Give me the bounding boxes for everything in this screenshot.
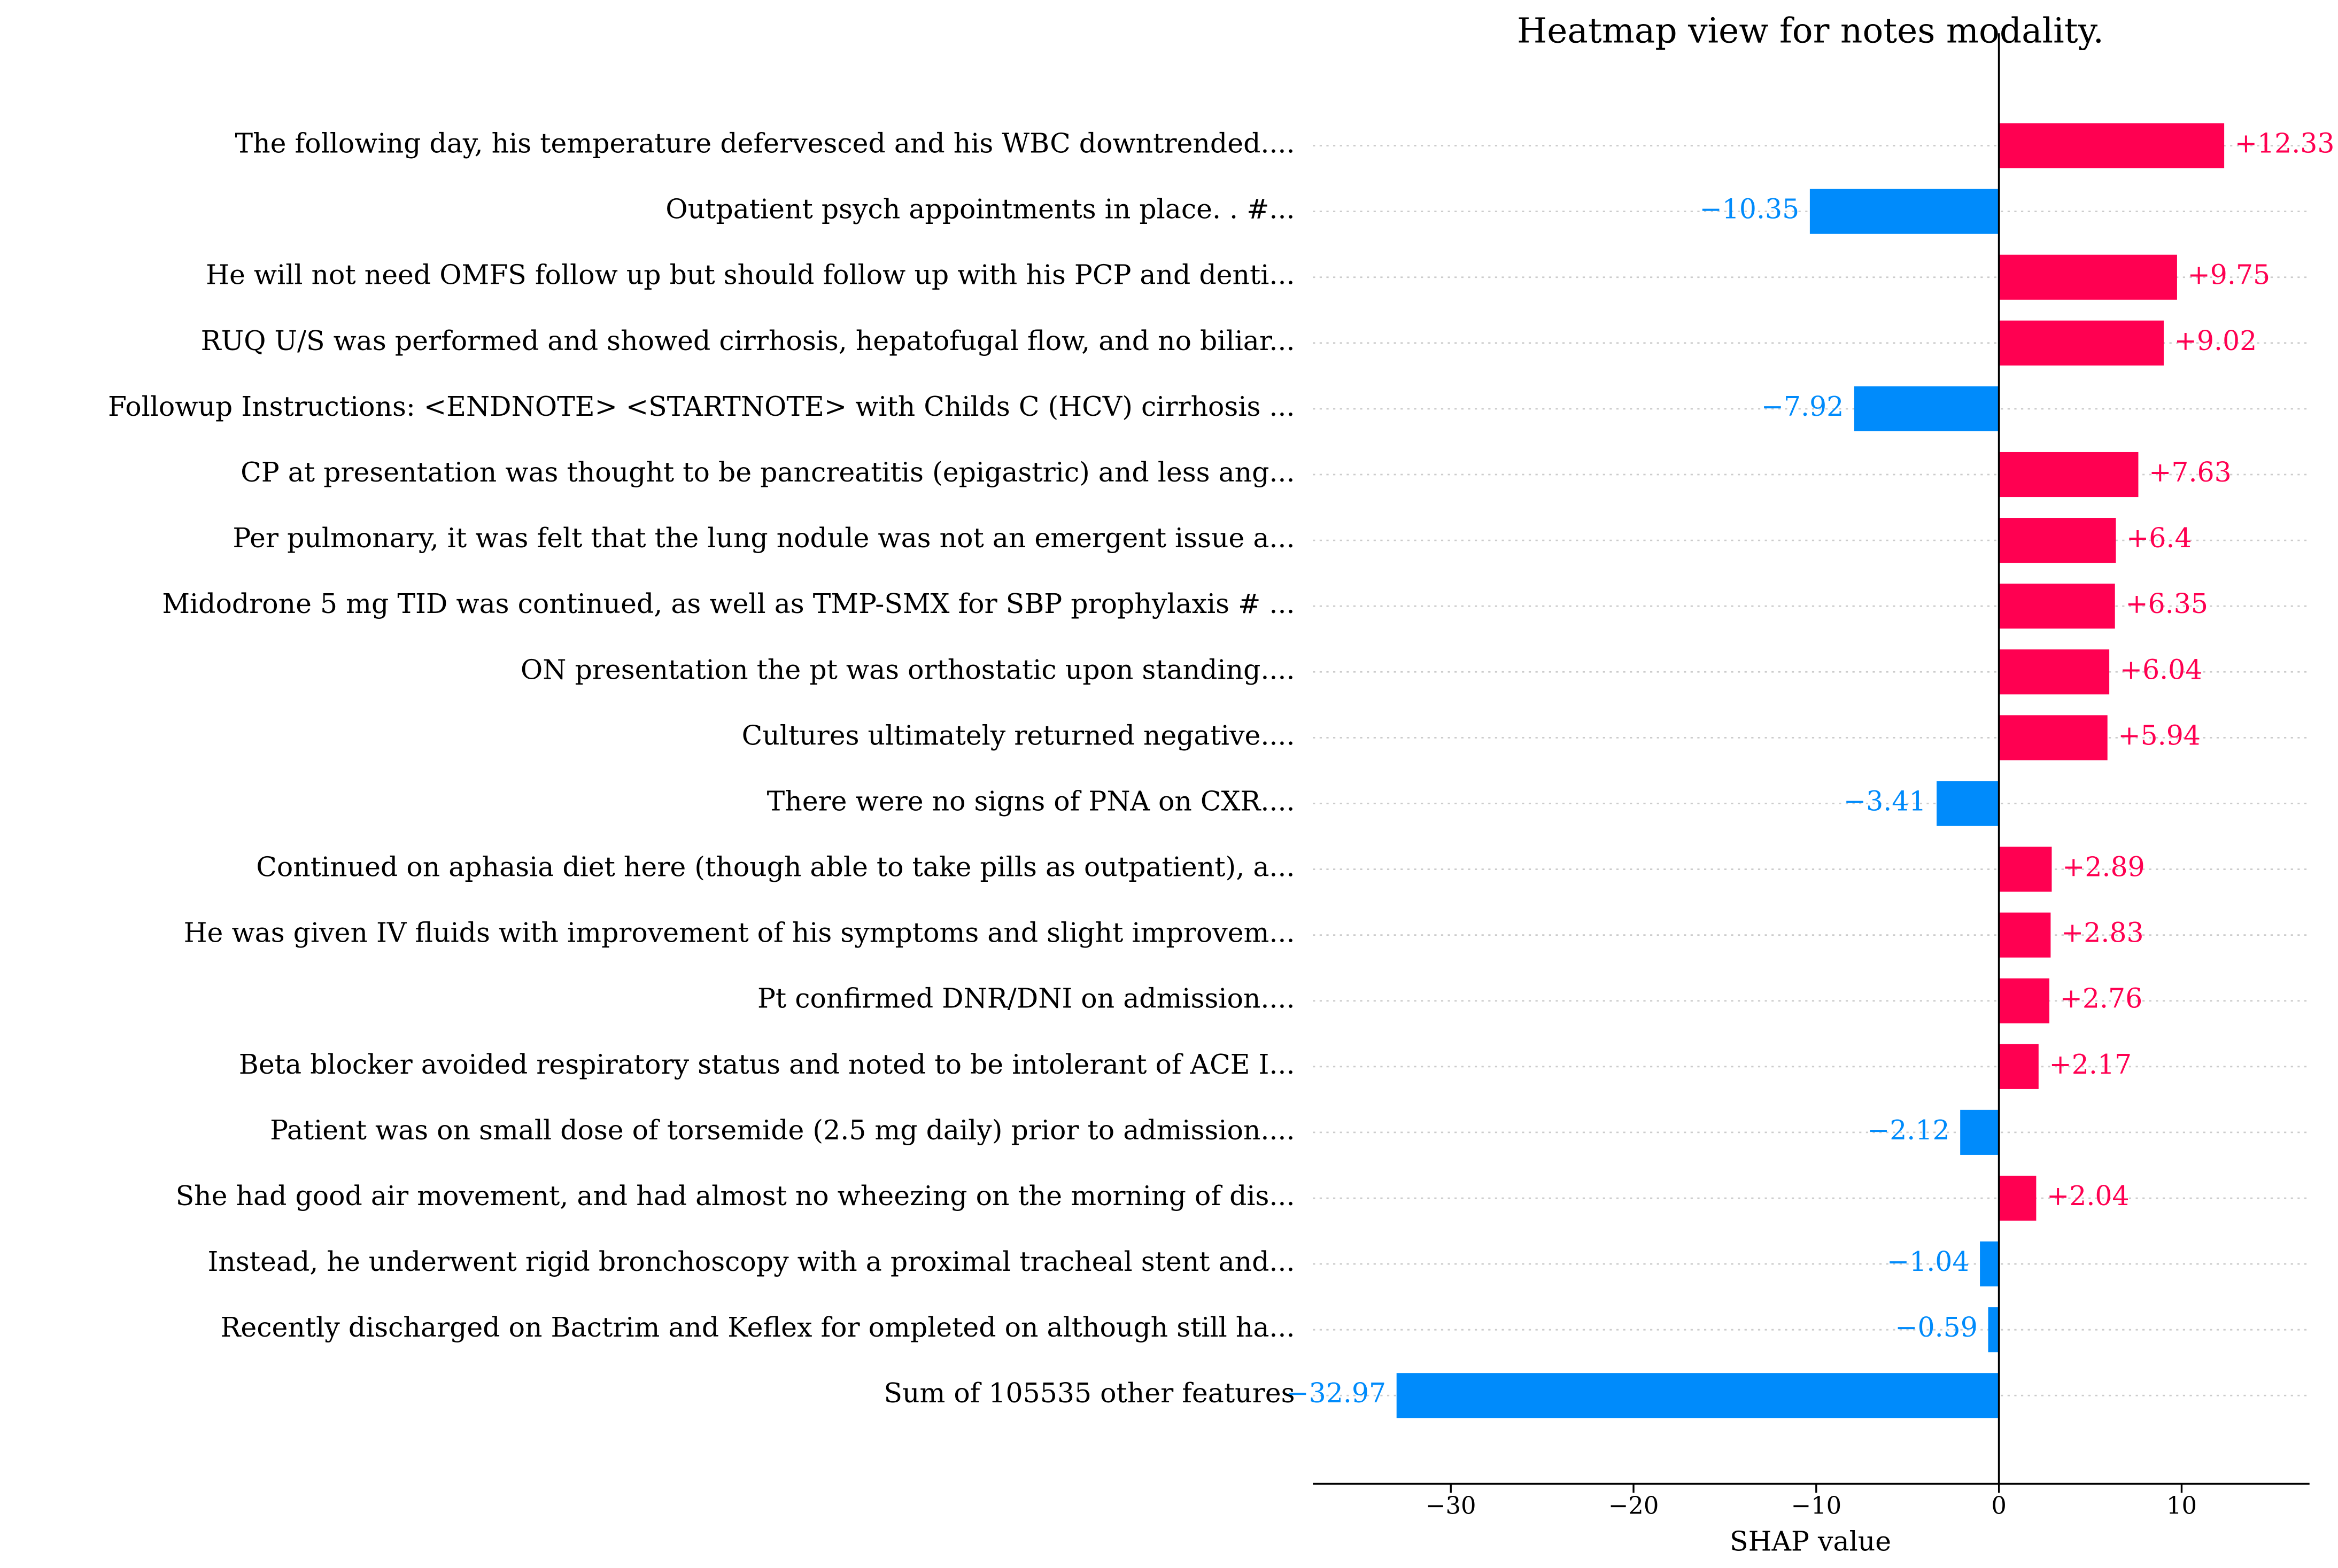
y-tick-label: Followup Instructions: <ENDNOTE> <STARTN… bbox=[108, 391, 1295, 422]
bar bbox=[1999, 978, 2049, 1023]
value-label: −3.41 bbox=[1844, 785, 1926, 817]
bar bbox=[1999, 518, 2116, 563]
bar bbox=[1999, 649, 2110, 695]
value-label: −10.35 bbox=[1700, 193, 1800, 225]
y-tick-label: Instead, he underwent rigid bronchoscopy… bbox=[207, 1246, 1295, 1277]
y-tick-label: Pt confirmed DNR/DNI on admission.... bbox=[757, 983, 1295, 1014]
y-tick-label: The following day, his temperature defer… bbox=[235, 128, 1295, 159]
y-tick-label: He will not need OMFS follow up but shou… bbox=[206, 259, 1295, 291]
bar bbox=[1999, 912, 2051, 958]
value-label: +2.89 bbox=[2062, 851, 2145, 883]
value-label: +6.04 bbox=[2120, 654, 2203, 685]
bar bbox=[1937, 781, 1999, 826]
value-label: +9.75 bbox=[2188, 259, 2271, 291]
value-label: +5.94 bbox=[2118, 719, 2201, 751]
y-tick-label: Cultures ultimately returned negative...… bbox=[742, 719, 1295, 751]
x-tick-label: −30 bbox=[1426, 1492, 1476, 1520]
x-tick-label: −10 bbox=[1791, 1492, 1842, 1520]
bar bbox=[1854, 386, 1999, 431]
y-tick-label: RUQ U/S was performed and showed cirrhos… bbox=[201, 325, 1295, 356]
y-tick-label: Outpatient psych appointments in place. … bbox=[665, 193, 1295, 225]
y-tick-label: Patient was on small dose of torsemide (… bbox=[270, 1114, 1295, 1146]
value-label: −2.12 bbox=[1867, 1114, 1950, 1146]
bar bbox=[1999, 1175, 2037, 1221]
bar bbox=[1999, 320, 2164, 366]
value-label: +12.33 bbox=[2235, 128, 2335, 159]
value-label: +7.63 bbox=[2149, 456, 2232, 488]
value-label: −0.59 bbox=[1895, 1311, 1978, 1343]
bar bbox=[1999, 1044, 2039, 1089]
value-label: +6.35 bbox=[2125, 588, 2208, 619]
bar bbox=[1999, 847, 2052, 892]
y-tick-label: ON presentation the pt was orthostatic u… bbox=[521, 654, 1295, 685]
bar bbox=[1960, 1109, 1999, 1155]
y-tick-label: Recently discharged on Bactrim and Kefle… bbox=[220, 1311, 1295, 1343]
y-tick-label: Sum of 105535 other features bbox=[884, 1377, 1295, 1409]
bar bbox=[1396, 1373, 1999, 1418]
value-label: +2.04 bbox=[2047, 1180, 2130, 1212]
y-tick-label: She had good air movement, and had almos… bbox=[176, 1180, 1295, 1212]
value-label: +2.83 bbox=[2061, 917, 2144, 949]
value-label: +2.76 bbox=[2060, 983, 2143, 1014]
y-tick-label: CP at presentation was thought to be pan… bbox=[241, 456, 1295, 488]
y-tick-label: He was given IV fluids with improvement … bbox=[184, 917, 1295, 949]
y-tick-label: Continued on aphasia diet here (though a… bbox=[256, 851, 1295, 883]
value-label: +6.4 bbox=[2126, 522, 2192, 554]
chart-title: Heatmap view for notes modality. bbox=[1517, 11, 2104, 51]
value-label: +2.17 bbox=[2049, 1049, 2132, 1080]
bar bbox=[1999, 254, 2177, 300]
bar bbox=[1980, 1241, 1999, 1287]
y-tick-label: Per pulmonary, it was felt that the lung… bbox=[233, 522, 1295, 554]
y-tick-label: Midodrone 5 mg TID was continued, as wel… bbox=[162, 588, 1295, 619]
bar bbox=[1988, 1307, 1999, 1353]
bar bbox=[1809, 189, 1999, 234]
value-label: +9.02 bbox=[2174, 325, 2257, 356]
value-label: −7.92 bbox=[1761, 391, 1844, 422]
y-tick-label: Beta blocker avoided respiratory status … bbox=[239, 1049, 1295, 1080]
x-tick-label: −20 bbox=[1608, 1492, 1659, 1520]
x-tick-label: 0 bbox=[1991, 1492, 2007, 1520]
y-tick-label: There were no signs of PNA on CXR.... bbox=[767, 785, 1295, 817]
bar bbox=[1999, 715, 2108, 760]
x-tick-label: 10 bbox=[2166, 1492, 2197, 1520]
bar bbox=[1999, 123, 2225, 168]
x-axis-label: SHAP value bbox=[1730, 1526, 1891, 1557]
bar bbox=[1999, 452, 2139, 498]
bar bbox=[1999, 584, 2115, 629]
value-label: −1.04 bbox=[1887, 1246, 1970, 1277]
value-label: −32.97 bbox=[1286, 1377, 1386, 1409]
